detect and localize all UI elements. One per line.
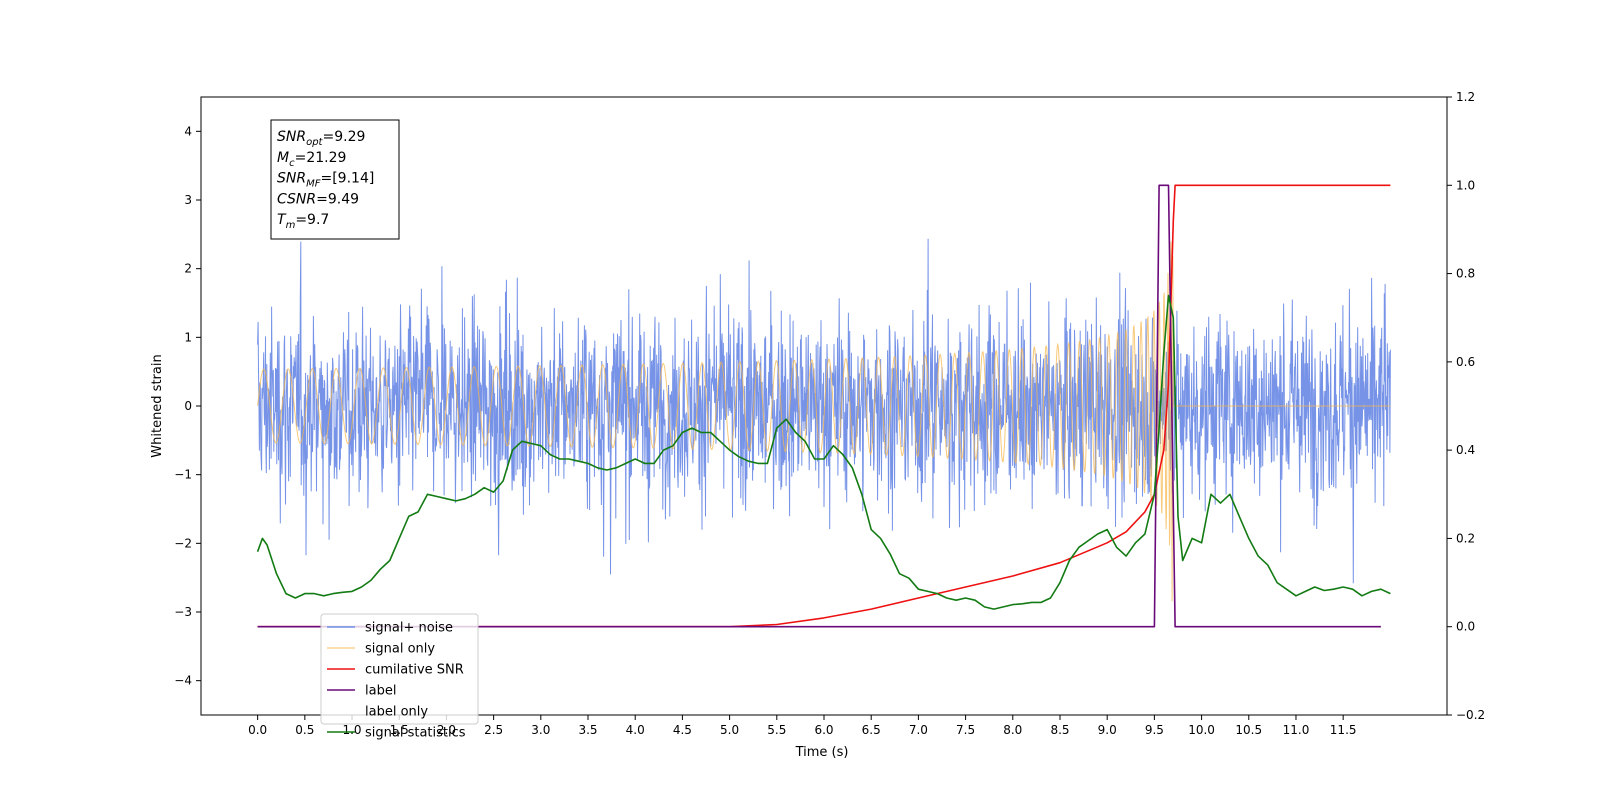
legend-entry: signal statistics xyxy=(327,726,466,741)
signal-only-line xyxy=(257,241,1391,602)
legend-label: label only xyxy=(365,705,428,720)
y-left-tick-label: −4 xyxy=(174,674,192,688)
y-right-tick-label: 0.4 xyxy=(1456,443,1475,457)
x-tick-label: 10.0 xyxy=(1188,723,1215,737)
legend-entry: signal only xyxy=(327,642,435,657)
x-tick-label: 5.0 xyxy=(720,723,739,737)
y-right-tick-label: 0.2 xyxy=(1456,531,1475,545)
y-left-tick-label: −3 xyxy=(174,605,192,619)
y-left-tick-label: −2 xyxy=(174,536,192,550)
signal-noise-line xyxy=(257,238,1391,584)
x-axis-label: Time (s) xyxy=(795,745,849,760)
legend-frame xyxy=(320,613,479,725)
y-left-tick-label: 4 xyxy=(184,124,192,138)
x-tick-label: 11.5 xyxy=(1330,723,1357,737)
legend-label: label xyxy=(365,684,396,699)
annotation-frame xyxy=(270,119,400,240)
legend-label: signal only xyxy=(365,642,435,657)
x-tick-label: 3.0 xyxy=(531,723,550,737)
x-tick-label: 4.0 xyxy=(626,723,645,737)
x-axis: 0.0 0.5 1.0 1.5 2.0 2.5 3.0 3.5 4.0 4.5 5.0 5.5 6.0 6… xyxy=(248,715,1357,737)
noise-series xyxy=(257,238,1391,584)
x-tick-label: 8.5 xyxy=(1050,723,1069,737)
y-left-tick-label: 1 xyxy=(184,330,192,344)
annotation-box: SNRopt=9.29 Mc=21.29 SNRMF=[9.14]CSNR=9.49… xyxy=(270,119,400,240)
x-tick-label: 4.5 xyxy=(673,723,692,737)
signal-statistics-line xyxy=(256,294,1391,610)
x-tick-label: 2.0 xyxy=(437,723,456,737)
y-right-tick-label: 1.0 xyxy=(1456,178,1475,192)
annotation-line: CSNR=9.49 xyxy=(277,191,359,207)
label-line xyxy=(257,184,1381,628)
x-tick-label: 10.5 xyxy=(1235,723,1262,737)
x-tick-label: 9.5 xyxy=(1145,723,1164,737)
y-left-tick-label: 3 xyxy=(184,193,192,207)
legend-label: signal+ noise xyxy=(365,621,453,636)
y-right-tick-label: 0.8 xyxy=(1456,267,1475,281)
legend: signal+ noise signal only cumilative SNR la… xyxy=(320,613,479,741)
annotation-line: SNRopt=9.29 xyxy=(277,129,365,148)
y-axis-label: Whitened strain xyxy=(150,354,165,457)
x-tick-label: 0.5 xyxy=(295,723,314,737)
signal-series xyxy=(257,241,1391,602)
x-tick-label: 7.5 xyxy=(956,723,975,737)
legend-entry: label only xyxy=(365,705,428,720)
y-right-tick-label: 1.2 xyxy=(1456,90,1475,104)
cumulative-snr-line xyxy=(257,184,1391,628)
x-tick-label: 11.0 xyxy=(1283,723,1310,737)
y-left-tick-label: −1 xyxy=(174,468,192,482)
x-tick-label: 8.0 xyxy=(1003,723,1022,737)
legend-entry: label xyxy=(327,684,396,699)
annotation-line: Tm=9.7 xyxy=(277,212,329,231)
x-tick-label: 6.5 xyxy=(862,723,881,737)
legend-entry: cumilative SNR xyxy=(327,663,464,678)
x-tick-label: 0.0 xyxy=(248,723,267,737)
x-tick-label: 2.5 xyxy=(484,723,503,737)
y-left-tick-label: 0 xyxy=(184,399,192,413)
legend-label: signal statistics xyxy=(365,726,466,741)
legend-label: cumilative SNR xyxy=(365,663,464,678)
y-right-tick-label: 0.6 xyxy=(1456,355,1475,369)
right-axis-series xyxy=(256,184,1391,628)
y-left-tick-label: 2 xyxy=(184,262,192,276)
annotation-line: Mc=21.29 xyxy=(277,150,346,169)
y-right-tick-label: 0.0 xyxy=(1456,620,1475,634)
x-tick-label: 9.0 xyxy=(1098,723,1117,737)
legend-entry: signal+ noise xyxy=(327,621,453,636)
x-tick-label: 1.5 xyxy=(390,723,409,737)
annotation-line: SNRMF=[9.14] xyxy=(277,171,374,190)
right-y-axis: 1.2 1.0 0.8 0.6 0.4 0.2 0.0 −0.2 xyxy=(1447,90,1485,722)
x-tick-label: 6.0 xyxy=(814,723,833,737)
x-tick-label: 1.0 xyxy=(342,723,361,737)
x-tick-label: 3.5 xyxy=(578,723,597,737)
x-tick-label: 7.0 xyxy=(909,723,928,737)
left-y-axis: 4 3 2 1 0 −1 −2 −3 −4 xyxy=(174,124,201,688)
x-tick-label: 5.5 xyxy=(767,723,786,737)
y-right-tick-label: −0.2 xyxy=(1456,708,1485,722)
